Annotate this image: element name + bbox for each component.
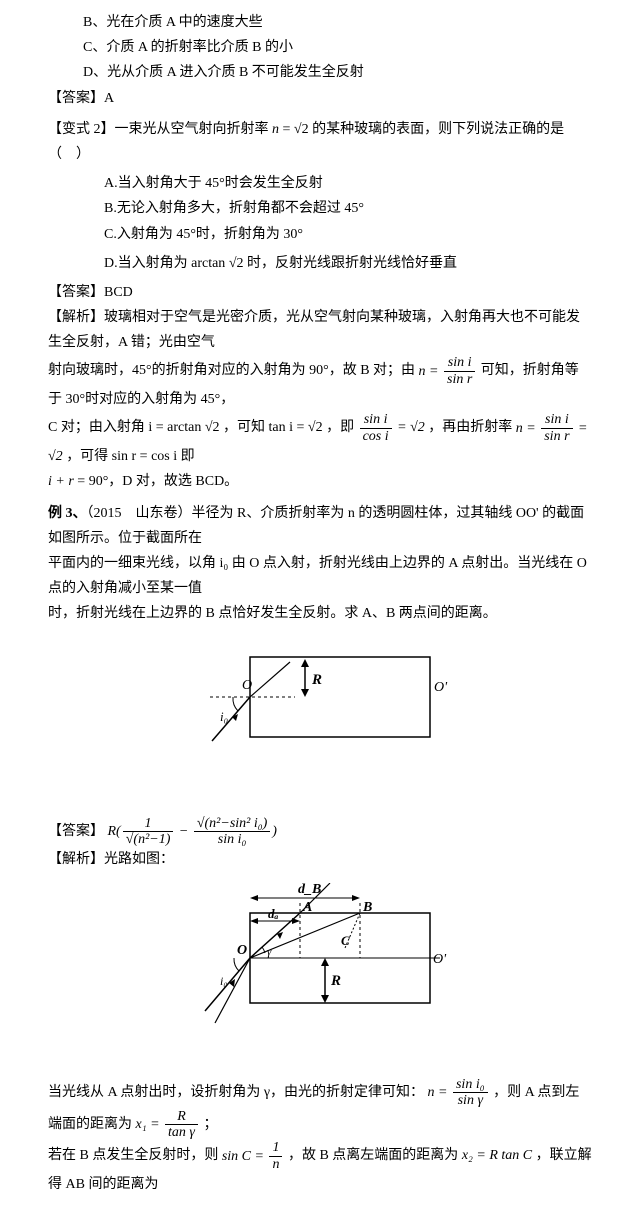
ex3-title: 例 3、: [48, 506, 87, 521]
expl2-p2a: 射向玻璃时，45°的折射角对应的入射角为 90°，故 B 对；由: [48, 364, 419, 379]
fig2-B: B: [362, 900, 372, 915]
final-l1c: ；: [203, 1117, 217, 1132]
explain-2-line4: i + r = 90°，D 对，故选 BCD。: [48, 469, 592, 494]
fig2-gamma: γ: [267, 946, 272, 958]
ex3-title-b: （2015 山东卷）半径为 R、介质折射率为 n 的透明圆柱体，过其轴线 OO'…: [48, 506, 584, 546]
v2-option-d: D.当入射角为 arctan √2 时，反射光线跟折射光线恰好垂直: [104, 251, 592, 276]
fig2-C: C: [341, 933, 350, 948]
v2-option-a: A.当入射角大于 45°时会发生全反射: [104, 171, 592, 196]
fig1-R: R: [311, 672, 322, 688]
page-content: B、光在介质 A 中的速度大些 C、介质 A 的折射率比介质 B 的小 D、光从…: [0, 0, 640, 1217]
ans3-num2: √(n²−sin² i₀): [194, 816, 270, 832]
sc2-den: n: [269, 1157, 282, 1172]
fig1-Op: O': [434, 680, 448, 695]
v2-option-c: C.入射角为 45°时，折射角为 30°: [104, 222, 592, 247]
expl2-p3a: C 对；由入射角 i = arctan √2 ，可知 tan i = √2 ，即: [48, 421, 358, 436]
fig1-i0: i₀: [220, 709, 228, 724]
formula-x2: x₂ = R tan C: [462, 1149, 532, 1164]
ng-lhs: n =: [428, 1085, 448, 1100]
v2-option-b: B.无论入射角多大，折射角都不会超过 45°: [104, 196, 592, 221]
answer-1: 【答案】A: [48, 86, 592, 111]
formula-ans3: R(1√(n²−1) − √(n²−sin² i₀)sin i₀): [108, 824, 277, 839]
n-lhs: n =: [419, 364, 439, 379]
expl2-p3b: ，再由折射率: [428, 421, 516, 436]
ans3-post: ): [272, 824, 277, 839]
fig2-R: R: [330, 973, 341, 989]
example-3-line3: 时，折射光线在上边界的 B 点恰好发生全反射。求 A、B 两点间的距离。: [48, 601, 592, 626]
ans3-den2: sin i₀: [194, 832, 270, 847]
ans3-minus: −: [175, 824, 191, 839]
final-line1: 当光线从 A 点射出时，设折射角为 γ，由光的折射定律可知： n = sin i…: [48, 1077, 592, 1141]
sc-num: sin i: [360, 412, 392, 428]
formula-sincos: sin icos i: [360, 412, 392, 444]
expl2-p3c: ，可得 sin r = cos i 即: [66, 449, 194, 464]
ng-num: sin i₀: [453, 1077, 488, 1093]
sc-eq: = √2: [397, 421, 425, 436]
n2-lhs: n =: [516, 421, 536, 436]
x1-num: R: [165, 1109, 198, 1125]
option-b: B、光在介质 A 中的速度大些: [83, 10, 592, 35]
formula-n-eq: n = sin isin r: [419, 364, 481, 379]
x1-lhs: x₁ =: [136, 1117, 160, 1132]
formula-n-gamma: n = sin i₀sin γ: [428, 1085, 494, 1100]
fig2-O: O: [237, 943, 247, 958]
ans3-num1: 1: [123, 816, 174, 832]
ans3-den1: √(n²−1): [123, 832, 174, 847]
example-3-line1: 例 3、（2015 山东卷）半径为 R、介质折射率为 n 的透明圆柱体，过其轴线…: [48, 501, 592, 551]
final-line2: 若在 B 点发生全反射时，则 sin C = 1n ，故 B 点离左端面的距离为…: [48, 1140, 592, 1197]
final-l1a: 当光线从 A 点射出时，设折射角为 γ，由光的折射定律可知：: [48, 1085, 424, 1100]
explain-2-line1: 【解析】玻璃相对于空气是光密介质，光从空气射向某种玻璃，入射角再大也不可能发生全…: [48, 305, 592, 355]
example-3-line2: 平面内的一细束光线，以角 i₀ 由 O 点入射，折射光线由上边界的 A 点射出。…: [48, 551, 592, 601]
figure-2: d_B dₐ A B C O O' R i₀ γ: [48, 883, 592, 1047]
figure-1-svg: O O' R i₀: [190, 637, 450, 767]
fig2-dA: dₐ: [268, 906, 279, 921]
option-c: C、介质 A 的折射率比介质 B 的小: [83, 35, 592, 60]
explain-2-line2: 射向玻璃时，45°的折射角对应的入射角为 90°，故 B 对；由 n = sin…: [48, 355, 592, 412]
figure-2-svg: d_B dₐ A B C O O' R i₀ γ: [185, 883, 455, 1038]
fig2-A: A: [302, 900, 312, 915]
fig1-O: O: [242, 678, 252, 693]
n2-den: sin r: [541, 429, 572, 444]
x1-den: tan γ: [165, 1125, 198, 1140]
fig2-Op: O': [433, 952, 447, 967]
sc2-num: 1: [269, 1140, 282, 1156]
formula-sinC: sin C = 1n: [222, 1149, 288, 1164]
ans3-pre: R(: [108, 824, 121, 839]
sc-den: cos i: [360, 429, 392, 444]
sc2-lhs: sin C =: [222, 1149, 264, 1164]
answer-3: 【答案】 R(1√(n²−1) − √(n²−sin² i₀)sin i₀): [48, 816, 592, 848]
n-num: sin i: [444, 355, 475, 371]
variant-2-title: 【变式 2】一束光从空气射向折射率 n = √2 的某种玻璃的表面，则下列说法正…: [48, 117, 592, 167]
explain-2-line3: C 对；由入射角 i = arctan √2 ，可知 tan i = √2 ，即…: [48, 412, 592, 469]
fig2-dB: d_B: [298, 883, 321, 897]
answer-2: 【答案】BCD: [48, 280, 592, 305]
option-d: D、光从介质 A 进入介质 B 不可能发生全反射: [83, 60, 592, 85]
ng-den: sin γ: [453, 1093, 488, 1108]
ans3-label: 【答案】: [48, 824, 104, 839]
explain-3: 【解析】光路如图：: [48, 847, 592, 872]
fig2-i0: i₀: [220, 974, 228, 988]
final-l2b: ，故 B 点离左端面的距离为: [288, 1149, 462, 1164]
final-l2a: 若在 B 点发生全反射时，则: [48, 1149, 222, 1164]
n2-num: sin i: [541, 412, 572, 428]
figure-1: O O' R i₀: [48, 637, 592, 776]
n-den: sin r: [444, 372, 475, 387]
variant-2-text: 【变式 2】一束光从空气射向折射率 n = √2 的某种玻璃的表面，则下列说法正…: [48, 122, 564, 162]
formula-x1: x₁ = Rtan γ: [136, 1117, 204, 1132]
